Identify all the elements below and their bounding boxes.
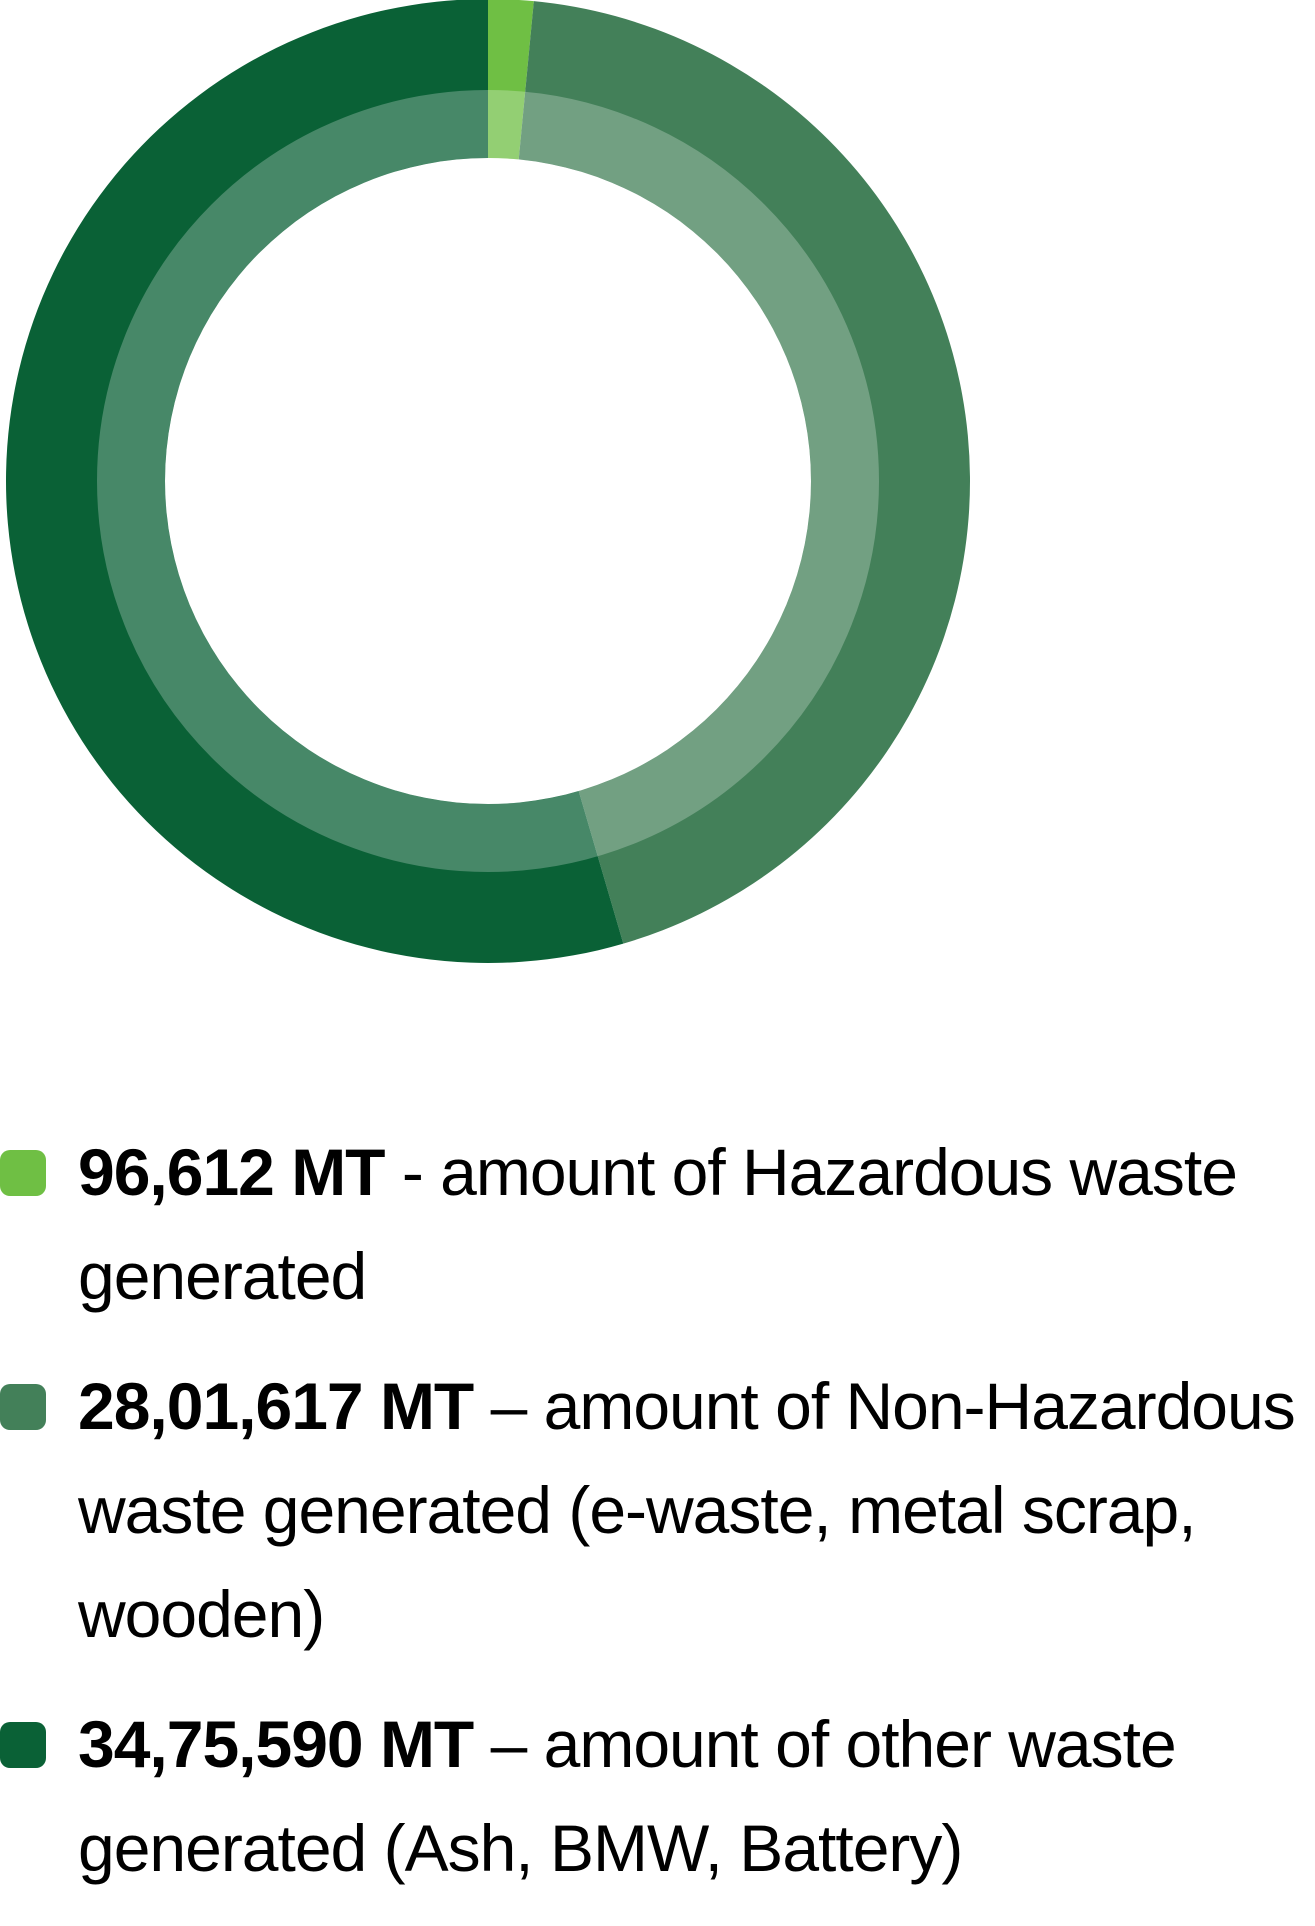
legend-swatch	[0, 1722, 46, 1768]
legend-label: – amount of other waste generated (Ash, …	[78, 1707, 1177, 1885]
legend-value: 28,01,617 MT	[78, 1369, 474, 1443]
legend-value: 96,612 MT	[78, 1135, 385, 1209]
legend: 96,612 MT - amount of Hazardous waste ge…	[0, 1120, 1300, 1926]
legend-label: - amount of Hazardous waste generated	[78, 1135, 1238, 1313]
legend-item-hazardous: 96,612 MT - amount of Hazardous waste ge…	[0, 1120, 1300, 1328]
donut-chart	[6, 0, 971, 963]
donut-hole	[165, 158, 811, 804]
legend-item-non-hazardous: 28,01,617 MT – amount of Non-Hazardous w…	[0, 1354, 1300, 1666]
legend-value: 34,75,590 MT	[78, 1707, 474, 1781]
legend-item-other: 34,75,590 MT – amount of other waste gen…	[0, 1692, 1300, 1900]
legend-label: – amount of Non-Hazardous waste generate…	[78, 1369, 1296, 1651]
legend-swatch	[0, 1384, 46, 1430]
legend-swatch	[0, 1150, 46, 1196]
inner-highlight-ring	[97, 90, 879, 872]
